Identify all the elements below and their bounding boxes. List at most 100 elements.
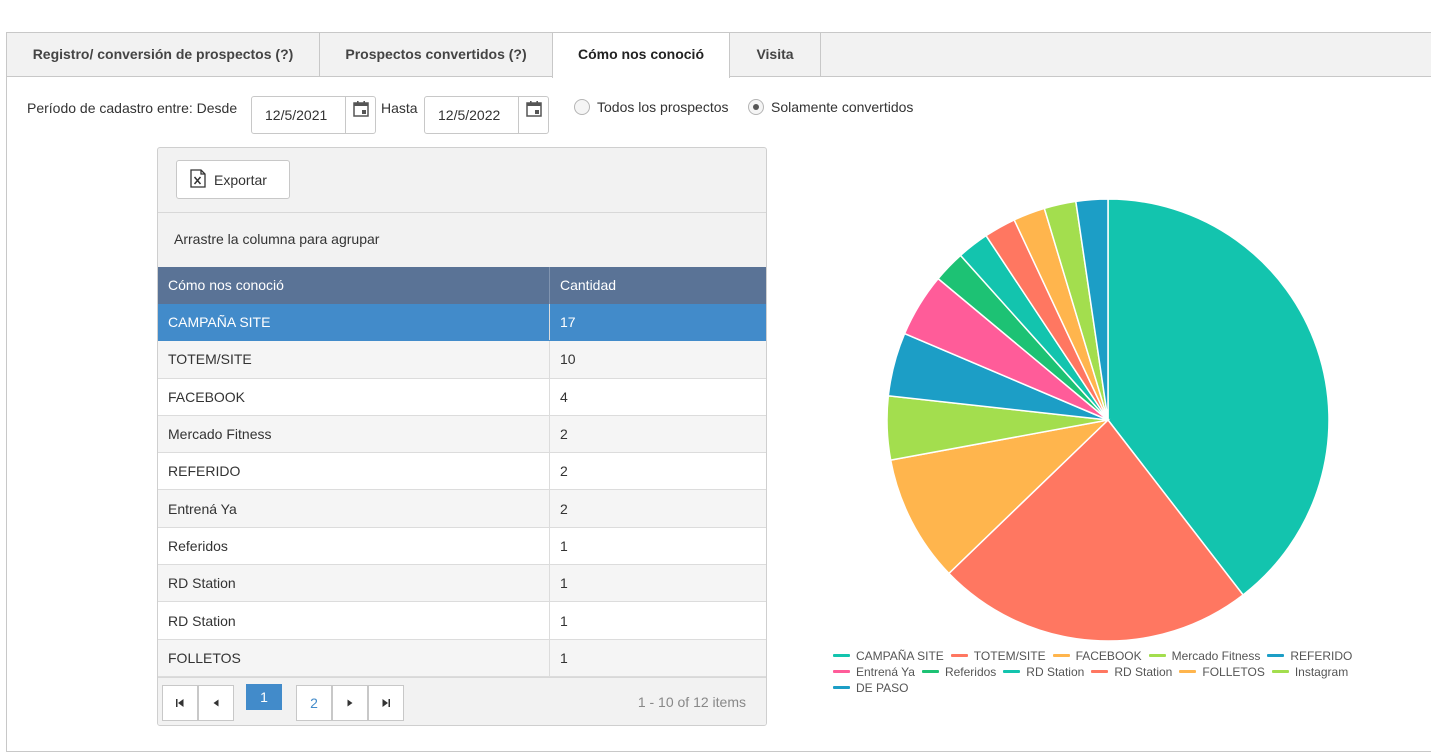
cell-source: TOTEM/SITE	[158, 341, 550, 378]
cell-source: Mercado Fitness	[158, 415, 550, 453]
cell-count: 2	[560, 500, 568, 517]
first-page-icon[interactable]	[162, 685, 198, 721]
column-header-count[interactable]: Cantidad	[560, 277, 617, 293]
from-date-value[interactable]: 12/5/2021	[265, 107, 328, 123]
pie-slice[interactable]	[1074, 198, 1109, 421]
report-panel: Registro/ conversión de prospectos (?) P…	[6, 32, 1431, 752]
legend-label: REFERIDO	[1290, 648, 1353, 663]
legend-swatch	[833, 670, 850, 673]
legend-swatch	[1091, 670, 1109, 673]
cell-count: 1	[560, 649, 568, 666]
tab-prospectos-convertidos[interactable]: Prospectos convertidos (?)	[320, 33, 553, 77]
calendar-icon[interactable]	[345, 97, 375, 133]
prev-page-icon[interactable]	[198, 685, 234, 721]
legend-swatch	[1267, 654, 1285, 657]
table-row[interactable]: CAMPAÑA SITE 17	[158, 304, 766, 342]
pie-slice[interactable]	[1107, 198, 1330, 596]
legend-label: RD Station	[1114, 664, 1173, 679]
legend-item[interactable]: DE PASO	[833, 680, 908, 695]
radio-converted-label: Solamente convertidos	[771, 99, 914, 115]
table-row[interactable]: Referidos 1	[158, 527, 766, 566]
legend-swatch	[1271, 670, 1289, 673]
legend-label: TOTEM/SITE	[973, 648, 1046, 663]
cell-source: FOLLETOS	[158, 639, 550, 676]
legend-item[interactable]: RD Station	[1091, 664, 1172, 679]
until-label: Hasta	[381, 100, 418, 116]
pie-chart	[886, 198, 1330, 642]
calendar-icon[interactable]	[518, 97, 548, 133]
radio-only-converted[interactable]: Solamente convertidos	[748, 99, 913, 115]
legend-label: FACEBOOK	[1075, 648, 1142, 663]
from-date-picker[interactable]: 12/5/2021	[251, 96, 376, 134]
table-row[interactable]: TOTEM/SITE 10	[158, 341, 766, 379]
legend-item[interactable]: TOTEM/SITE	[950, 648, 1046, 663]
tabstrip: Registro/ conversión de prospectos (?) P…	[7, 33, 1431, 78]
legend-swatch	[1003, 670, 1021, 673]
table-row[interactable]: RD Station 1	[158, 602, 766, 640]
cell-count: 2	[560, 426, 568, 443]
filter-bar: Período de cadastro entre: Desde 12/5/20…	[7, 77, 1431, 137]
pie-slice[interactable]	[889, 418, 1111, 575]
legend-item[interactable]: Referidos	[921, 664, 997, 679]
export-button[interactable]: Exportar	[176, 160, 290, 199]
legend-item[interactable]: Entrená Ya	[833, 664, 915, 679]
grid-pager: 1 2 1 - 10 of 12 items	[158, 677, 766, 725]
cell-count: 1	[560, 575, 568, 592]
grid-header: Cómo nos conoció Cantidad	[158, 267, 766, 304]
next-page-icon[interactable]	[332, 685, 368, 721]
cell-count: 4	[560, 388, 568, 405]
legend-swatch	[1052, 654, 1070, 657]
cell-count: 2	[560, 463, 568, 480]
cell-source: FACEBOOK	[158, 378, 550, 415]
tab-visita[interactable]: Visita	[730, 33, 821, 77]
cell-source: RD Station	[158, 565, 550, 602]
legend-swatch	[921, 670, 939, 673]
table-row[interactable]: Entrená Ya 2	[158, 490, 766, 528]
table-row[interactable]: Mercado Fitness 2	[158, 415, 766, 454]
to-date-value[interactable]: 12/5/2022	[438, 107, 501, 123]
excel-icon	[190, 168, 206, 191]
radio-checked-icon[interactable]	[748, 99, 764, 115]
legend-label: DE PASO	[856, 680, 909, 695]
radio-unchecked-icon[interactable]	[574, 99, 590, 115]
grid-rows: CAMPAÑA SITE 17 TOTEM/SITE 10 FACEBOOK 4 Merca…	[158, 304, 766, 677]
legend-item[interactable]: FOLLETOS	[1179, 664, 1265, 679]
cell-source: REFERIDO	[158, 453, 550, 490]
legend-label: FOLLETOS	[1202, 664, 1265, 679]
table-row[interactable]: RD Station 1	[158, 565, 766, 603]
legend-item[interactable]: RD Station	[1003, 664, 1084, 679]
export-label: Exportar	[214, 171, 267, 188]
cell-count: 10	[560, 351, 576, 368]
grid-toolbar: Exportar	[158, 148, 766, 213]
table-row[interactable]: FACEBOOK 4	[158, 378, 766, 416]
table-row[interactable]: REFERIDO 2	[158, 453, 766, 491]
legend-swatch	[833, 686, 850, 689]
legend-label: RD Station	[1026, 664, 1085, 679]
legend-label: CAMPAÑA SITE	[856, 648, 944, 663]
legend-item[interactable]: REFERIDO	[1267, 648, 1352, 663]
legend-label: Referidos	[944, 664, 997, 679]
pie-slice[interactable]	[947, 418, 1245, 642]
column-header-source[interactable]: Cómo nos conoció	[158, 267, 550, 304]
legend-item[interactable]: CAMPAÑA SITE	[833, 648, 944, 663]
legend-item[interactable]: Instagram	[1271, 664, 1348, 679]
cell-source: Referidos	[158, 527, 550, 565]
cell-source: RD Station	[158, 602, 550, 639]
chart-legend: CAMPAÑA SITE TOTEM/SITE FACEBOOK Mercado Fi…	[833, 648, 1393, 695]
last-page-icon[interactable]	[368, 685, 404, 721]
legend-label: Mercado Fitness	[1171, 648, 1261, 663]
cell-count: 1	[560, 612, 568, 629]
page-2-button[interactable]: 2	[296, 685, 332, 721]
tab-como-nos-conocio[interactable]: Cómo nos conoció	[552, 33, 730, 78]
legend-swatch	[833, 654, 850, 657]
radio-all-prospects[interactable]: Todos los prospectos	[574, 99, 729, 115]
group-hint: Arrastre la columna para agrupar	[174, 231, 380, 247]
to-date-picker[interactable]: 12/5/2022	[424, 96, 549, 134]
pager-info: 1 - 10 of 12 items	[637, 694, 746, 710]
tab-registro-conversion[interactable]: Registro/ conversión de prospectos (?)	[7, 33, 320, 77]
table-row[interactable]: FOLLETOS 1	[158, 639, 766, 677]
page-1-button[interactable]: 1	[246, 684, 282, 710]
legend-item[interactable]: Mercado Fitness	[1148, 648, 1261, 663]
legend-label: Entrená Ya	[856, 664, 915, 679]
legend-item[interactable]: FACEBOOK	[1052, 648, 1142, 663]
